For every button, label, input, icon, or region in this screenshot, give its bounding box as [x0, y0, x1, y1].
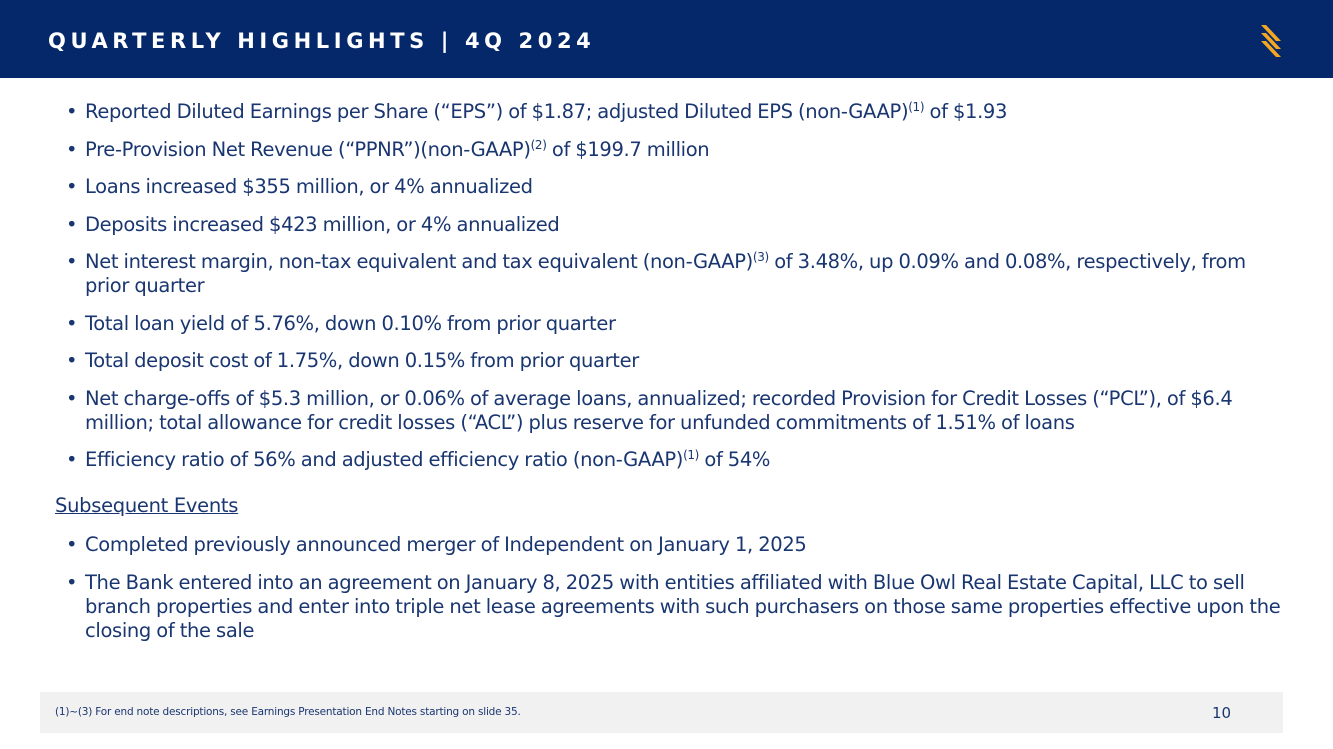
highlight-item: Loans increased $355 million, or 4% annu…: [66, 175, 1286, 199]
footnote-ref: (3): [752, 250, 769, 264]
subsequent-events-heading: Subsequent Events: [55, 494, 239, 517]
slide-title: QUARTERLY HIGHLIGHTS | 4Q 2024: [48, 29, 596, 53]
footnote-ref: (1): [683, 448, 700, 462]
highlight-item: Pre-Provision Net Revenue (“PPNR”)(non-G…: [66, 138, 1286, 162]
highlight-item: Deposits increased $423 million, or 4% a…: [66, 213, 1286, 237]
highlights-list: Reported Diluted Earnings per Share (“EP…: [66, 100, 1286, 486]
footnote-ref: (1): [908, 100, 925, 114]
subsequent-events-list: Completed previously announced merger of…: [66, 533, 1286, 656]
highlight-item: Efficiency ratio of 56% and adjusted eff…: [66, 448, 1286, 472]
end-note: (1)~(3) For end note descriptions, see E…: [55, 706, 521, 718]
highlight-item: Net interest margin, non-tax equivalent …: [66, 250, 1286, 298]
event-item: Completed previously announced merger of…: [66, 533, 1286, 557]
slide-footer: (1)~(3) For end note descriptions, see E…: [40, 692, 1283, 733]
highlight-item: Net charge-offs of $5.3 million, or 0.06…: [66, 387, 1286, 435]
slide-header: QUARTERLY HIGHLIGHTS | 4Q 2024: [0, 0, 1333, 78]
page-number: 10: [1212, 704, 1232, 722]
highlight-item: Total loan yield of 5.76%, down 0.10% fr…: [66, 312, 1286, 336]
highlight-item: Total deposit cost of 1.75%, down 0.15% …: [66, 349, 1286, 373]
footnote-ref: (2): [530, 137, 547, 152]
event-item: The Bank entered into an agreement on Ja…: [66, 571, 1286, 643]
highlight-item: Reported Diluted Earnings per Share (“EP…: [66, 100, 1286, 124]
brand-s-logo-icon: [1261, 25, 1281, 57]
